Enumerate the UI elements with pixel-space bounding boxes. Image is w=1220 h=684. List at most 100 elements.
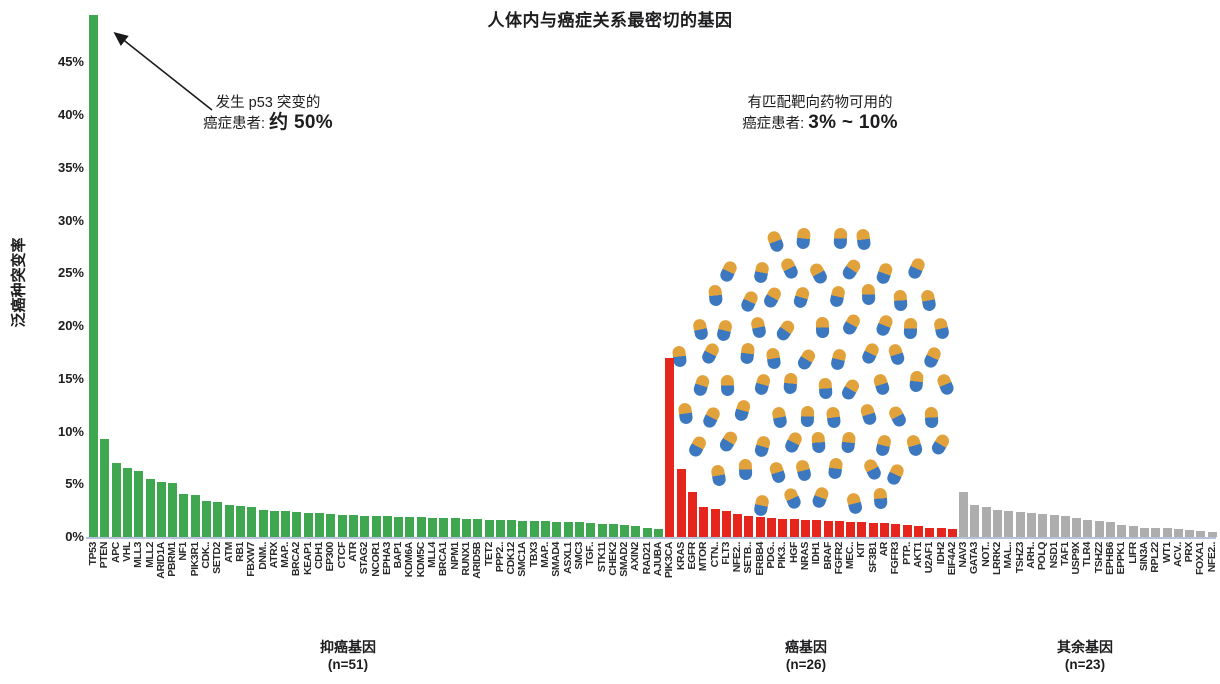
bar-PPP2 (495, 520, 505, 537)
drug-capsule-icon (765, 229, 785, 254)
drug-capsule-icon (904, 317, 918, 340)
bar-FOXA1 (1196, 530, 1206, 537)
drug-annotation-value: 3% ~ 10% (808, 112, 898, 133)
bar-ARID5B (473, 519, 483, 537)
bar-MLL3 (134, 470, 144, 537)
bar-RUNX1 (461, 519, 471, 537)
drug-capsule-icon (738, 289, 760, 314)
gene-label-SETD2: SETD2 (211, 542, 224, 574)
bar-SMAD4 (552, 522, 562, 537)
gene-label-BRAF: BRAF (821, 542, 834, 570)
drug-capsule-icon (796, 227, 812, 250)
drug-capsule-icon (874, 313, 895, 339)
gene-label-MLL3: MLL3 (132, 542, 145, 568)
drug-capsule-icon (710, 464, 727, 488)
bar-SETB (744, 515, 754, 537)
drug-capsule-icon (738, 458, 753, 481)
drug-capsule-icon (753, 372, 772, 397)
bar-MAL (1004, 510, 1014, 537)
bar-MAP (281, 510, 291, 537)
bar-HGF (789, 519, 799, 537)
bar-ARH (1026, 512, 1036, 537)
bar-SF3B1 (868, 523, 878, 537)
bar-STAG2 (360, 515, 370, 537)
bar-MLL2 (145, 478, 155, 537)
bar-RB1 (235, 506, 245, 537)
drug-capsule-icon (686, 433, 709, 459)
bar-FLT3 (721, 510, 731, 537)
drug-capsule-icon (770, 406, 788, 430)
gene-label-MTOR: MTOR (697, 542, 710, 572)
drug-capsule-icon (715, 319, 733, 343)
bar-MLL4 (428, 518, 437, 537)
p53-annotation-value: 约 50% (269, 112, 333, 133)
targeted-drug-annotation: 有匹配靶向药物可用的 癌症患者: 3% ~ 10% (700, 93, 940, 134)
drug-capsule-icon (833, 227, 848, 250)
bar-CHEK2 (608, 524, 618, 537)
bar-MAP (541, 521, 550, 537)
drug-capsule-icon (906, 256, 928, 282)
gene-label-U2AF1: U2AF1 (923, 542, 936, 574)
drug-capsule-icon (830, 347, 848, 371)
gene-label-PTEN: PTEN (98, 542, 111, 569)
drug-capsule-icon (762, 285, 784, 310)
drug-capsule-icon (818, 377, 833, 400)
gene-label-WT1: WT1 (1160, 542, 1173, 563)
bar-STK11 (597, 524, 607, 537)
bar-IDH2 (936, 527, 946, 537)
bar-SIN3A (1139, 527, 1149, 537)
y-tick-35pct: 35% (57, 159, 84, 175)
bar-FGFR2 (834, 521, 844, 537)
gene-label-APC: APC (109, 542, 122, 563)
gene-label-PIK3: PIK3.. (776, 542, 789, 569)
bar-BRAF (823, 521, 833, 537)
gene-label-ATM: ATM (222, 542, 235, 563)
bar-EIF4A2 (947, 528, 957, 537)
bar-PTP (902, 525, 912, 537)
bar-TGF (586, 523, 596, 537)
bar-PIK3CA (665, 357, 675, 537)
drug-capsule-icon (794, 458, 813, 483)
bar-TET2 (484, 520, 494, 537)
bar-FGFR3 (891, 524, 901, 537)
bar-NPM1 (450, 518, 460, 537)
drug-capsule-icon (872, 487, 888, 510)
bar-NFE2 (733, 513, 743, 537)
group-label-other-genes: 其余基因 (n=23) (1005, 639, 1165, 673)
drug-capsule-icon (825, 405, 841, 429)
drug-capsule-icon (753, 493, 771, 517)
bar-CTN (710, 508, 720, 537)
bar-KDM5C (416, 516, 426, 537)
p53-annotation: 发生 p53 突变的 癌症患者: 约 50% (168, 93, 368, 134)
gene-label-SMAD4: SMAD4 (550, 542, 563, 577)
gene-label-NF1: NF1 (177, 542, 190, 561)
drug-capsule-icon (840, 257, 864, 283)
bar-FBXW7 (247, 507, 257, 537)
gene-label-MLL2: MLL2 (143, 542, 156, 568)
y-tick-30pct: 30% (57, 212, 84, 228)
bar-EPHB6 (1106, 522, 1115, 537)
bar-ATM (224, 505, 234, 537)
bar-PRX (1185, 529, 1195, 537)
drug-capsule-icon (875, 433, 893, 458)
gene-label-KRAS: KRAS (674, 542, 687, 571)
bar-AJUBA (654, 528, 663, 537)
group-count-tumor-suppressor: (n=51) (327, 657, 369, 672)
bar-RPL22 (1151, 527, 1161, 537)
gene-label-PTP: PTP.. (900, 542, 913, 565)
drug-capsule-icon (860, 341, 882, 366)
gene-label-NCOR1: NCOR1 (369, 542, 382, 577)
bar-NOT (981, 507, 991, 537)
bar-USP9X (1072, 518, 1082, 537)
bar-BRCA1 (439, 518, 449, 537)
gene-label-TGF: TGF.. (584, 542, 597, 566)
drug-capsule-icon (935, 372, 956, 397)
gene-label-KDM6A: KDM6A (403, 542, 416, 578)
y-tick-0pct: 0% (65, 529, 84, 544)
drug-capsule-icon (700, 341, 722, 366)
drug-capsule-icon (886, 404, 908, 430)
bar-NFE2 (1207, 531, 1217, 537)
drug-capsule-icon (919, 288, 937, 312)
group-label-tumor-suppressor: 抑癌基因 (n=51) (268, 639, 428, 673)
